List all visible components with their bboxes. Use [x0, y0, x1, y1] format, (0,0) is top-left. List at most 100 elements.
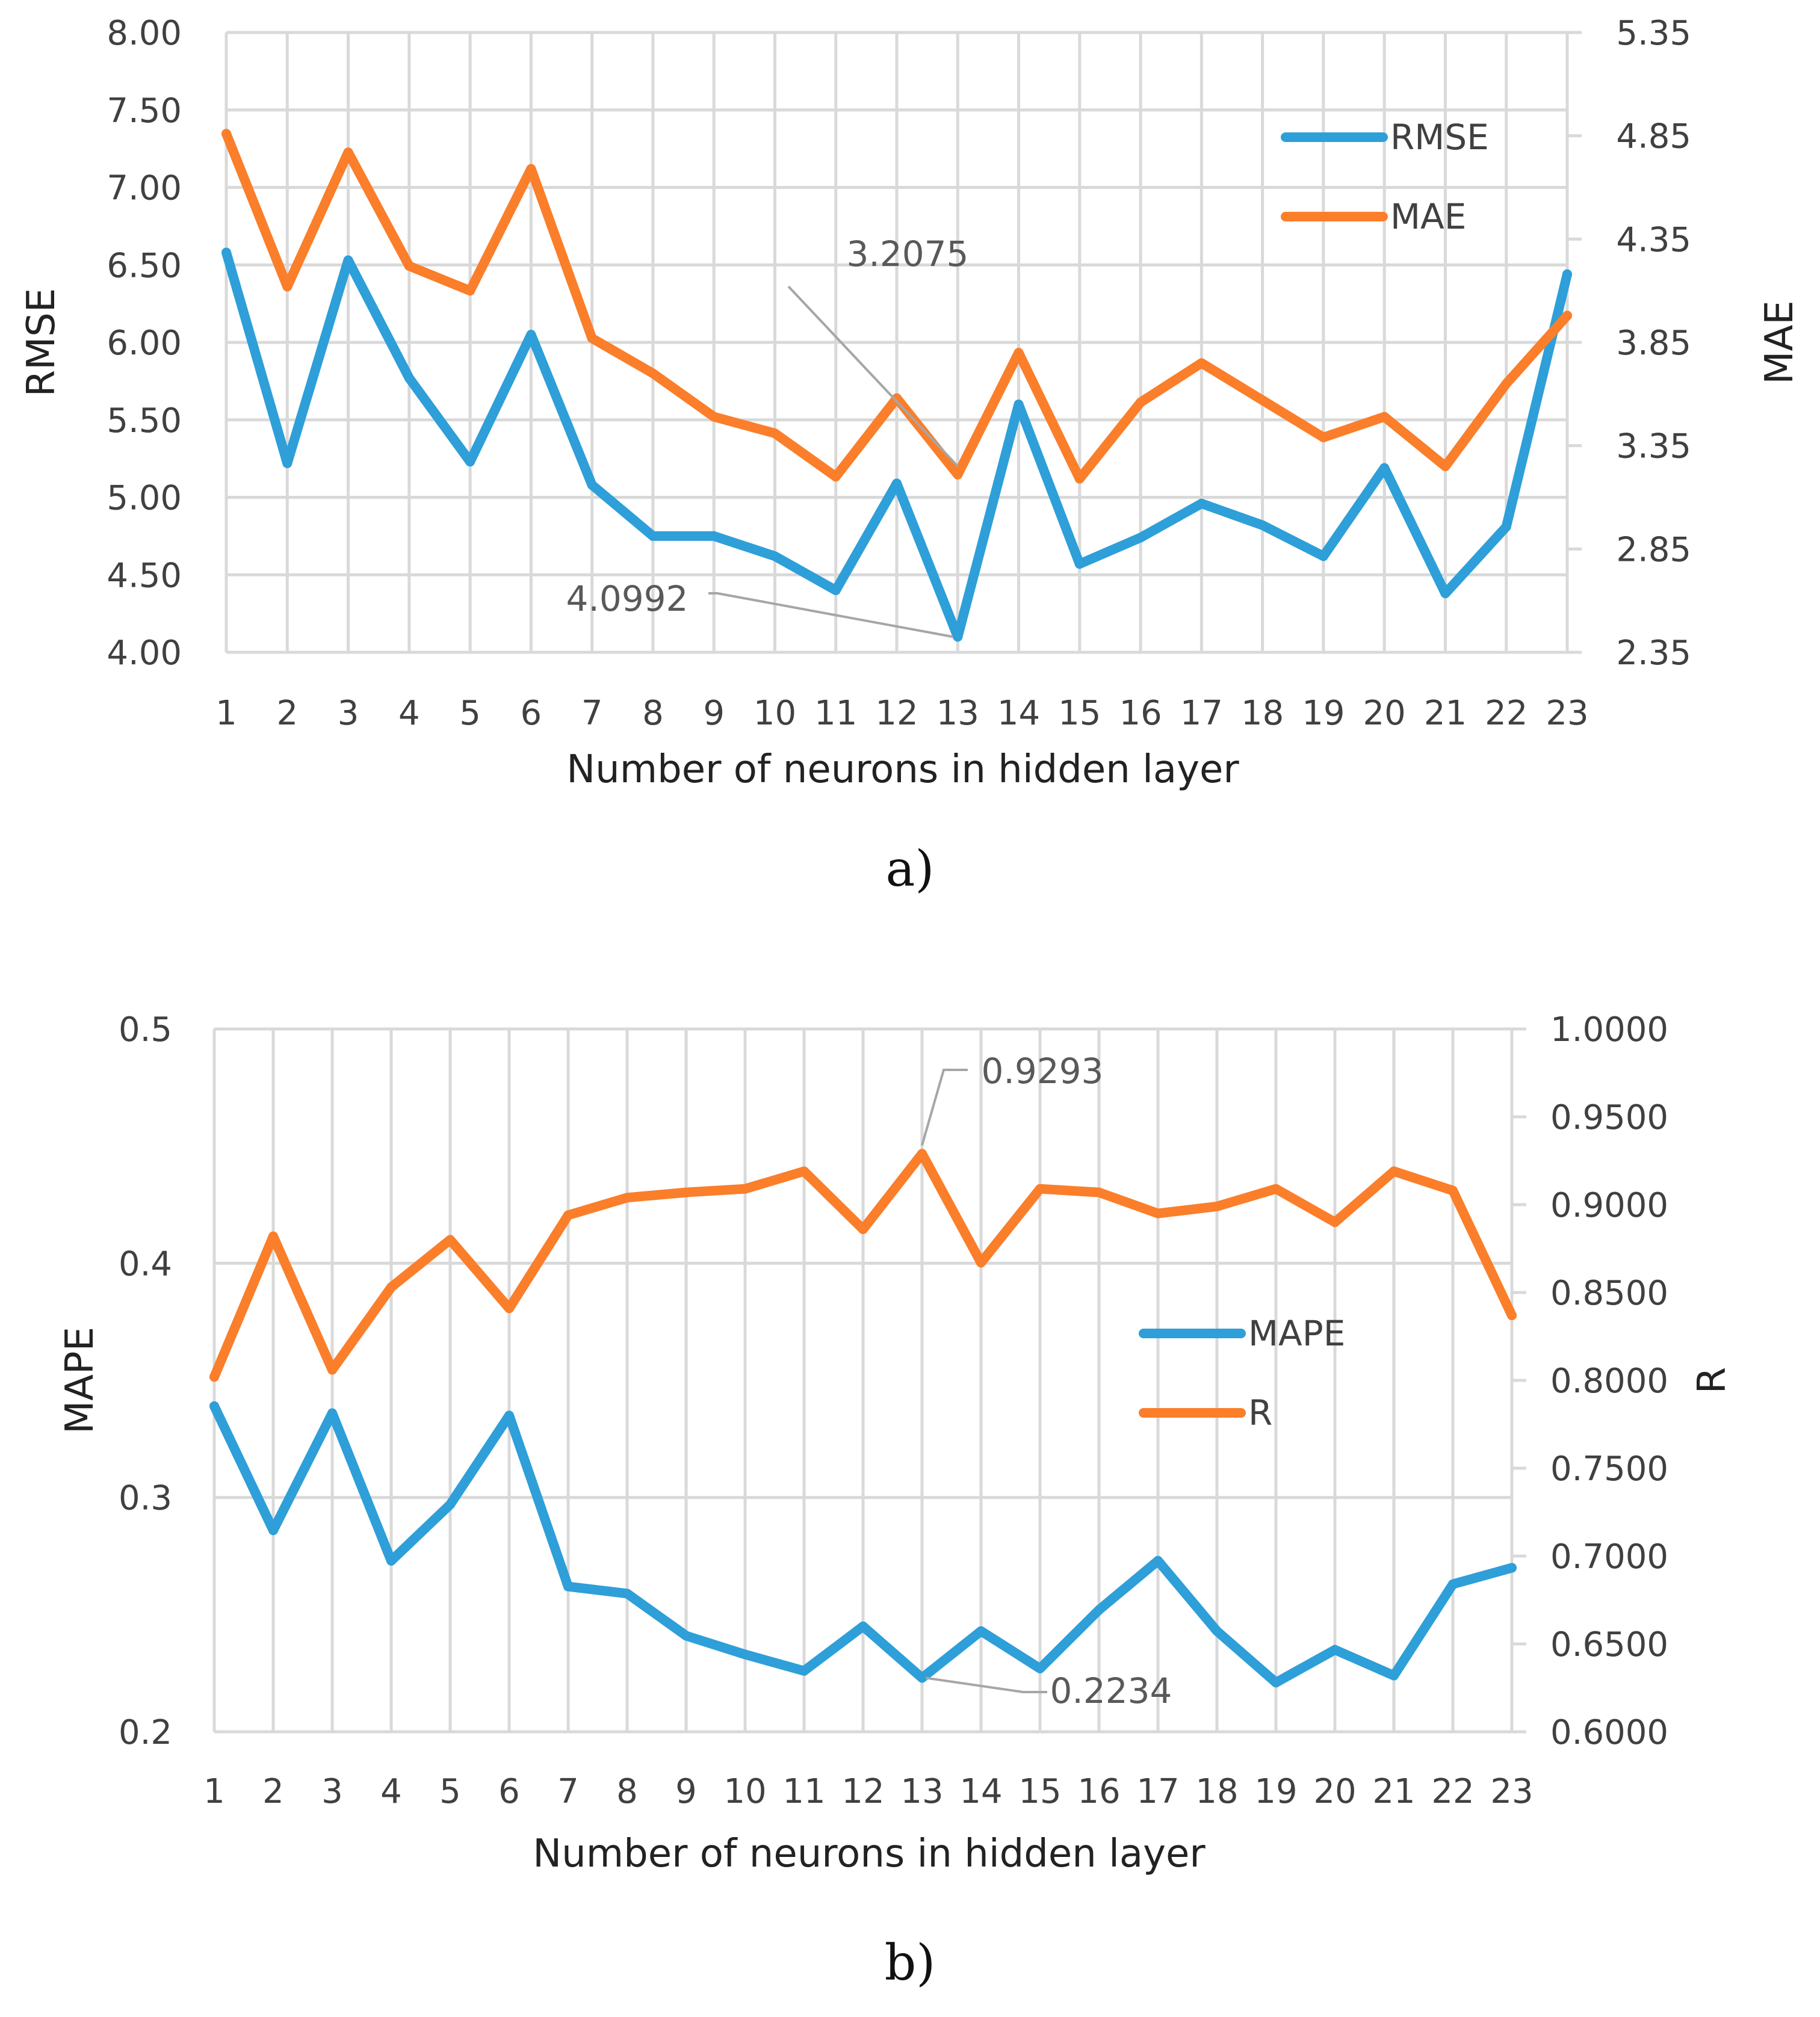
data-point-rmse — [1379, 463, 1390, 473]
x-tick-label: 8 — [642, 694, 664, 733]
y-tick-label: 4.50 — [107, 556, 182, 595]
data-point-rmse — [343, 255, 353, 265]
data-point-rmse — [1562, 269, 1572, 279]
data-point-mape — [504, 1410, 514, 1421]
x-tick-label: 2 — [276, 694, 298, 733]
y-tick-label: 4.00 — [107, 634, 182, 673]
y2-axis-title: MAE — [1757, 300, 1802, 384]
x-axis-title: Number of neurons in hidden layer — [566, 747, 1239, 792]
data-point-rmse — [648, 531, 658, 541]
data-point-rmse — [1440, 588, 1450, 599]
data-point-r — [976, 1258, 986, 1268]
annotation-leader-line — [921, 1069, 968, 1146]
data-point-mae — [770, 428, 780, 439]
data-point-mape — [1035, 1663, 1045, 1673]
chart-panel-b: 0.2 0.3 0.4 0.5 0.6000 0.6500 0.7000 0.7500 0.80… — [58, 1010, 1735, 1992]
data-point-mape — [799, 1666, 809, 1676]
y2-tick-label: 0.7500 — [1550, 1450, 1668, 1489]
y-tick-label: 7.00 — [107, 169, 182, 208]
data-point-mae — [1562, 310, 1572, 321]
x-tick-label: 17 — [1180, 694, 1223, 733]
data-point-rmse — [892, 478, 902, 489]
y2-axis-title: R — [1690, 1367, 1735, 1394]
data-point-mae — [1074, 474, 1085, 484]
x-tick-label: 19 — [1302, 694, 1345, 733]
y2-tick-label: 4.35 — [1616, 220, 1691, 259]
x-tick-label: 22 — [1431, 1772, 1474, 1811]
x-tick-label: 21 — [1424, 694, 1467, 733]
y-axis-title: MAPE — [58, 1327, 102, 1434]
x-tick-label: 23 — [1546, 694, 1588, 733]
data-point-mape — [917, 1673, 927, 1683]
x-tick-label: 13 — [900, 1772, 943, 1811]
data-point-mape — [563, 1581, 573, 1592]
horizontal-gridlines — [214, 1027, 1512, 1734]
data-point-mae — [953, 469, 963, 480]
y2-tick-label: 0.6500 — [1550, 1625, 1668, 1664]
data-point-mae — [1014, 348, 1024, 358]
data-point-mape — [1094, 1605, 1104, 1615]
x-tick-label: 5 — [439, 1772, 461, 1811]
data-point-mape — [976, 1626, 986, 1636]
x-tick-label: 20 — [1363, 694, 1406, 733]
data-point-rmse — [221, 247, 231, 258]
y2-tick-label: 0.8000 — [1550, 1362, 1668, 1401]
legend-item-r: R — [1139, 1392, 1272, 1433]
annotations: 0.9293 0.2234 — [921, 1051, 1172, 1711]
data-point-r — [1035, 1184, 1045, 1194]
x-tick-label: 4 — [398, 694, 420, 733]
chart-panel-a: 4.00 4.50 5.00 5.50 6.00 6.50 7.00 7.50 8.00 2.35… — [19, 14, 1802, 898]
x-tick-label: 1 — [203, 1772, 225, 1811]
data-point-mape — [858, 1621, 868, 1631]
x-tick-label: 6 — [498, 1772, 520, 1811]
data-point-mape — [1153, 1555, 1163, 1566]
x-tick-label: 3 — [338, 694, 359, 733]
x-tick-label: 20 — [1313, 1772, 1356, 1811]
annotations: 3.2075 4.0992 — [566, 233, 968, 638]
x-tick-label: 14 — [959, 1772, 1002, 1811]
data-point-mape — [268, 1525, 278, 1536]
data-point-mape — [327, 1408, 337, 1418]
x-tick-label: 3 — [321, 1772, 343, 1811]
data-point-mae — [648, 368, 658, 378]
x-tick-label: 17 — [1136, 1772, 1179, 1811]
data-point-mape — [386, 1555, 396, 1566]
x-tick-label: 12 — [841, 1772, 884, 1811]
x-tick-label: 14 — [997, 694, 1040, 733]
data-point-r — [917, 1149, 927, 1159]
data-point-r — [681, 1187, 691, 1197]
data-point-mae — [221, 129, 231, 139]
horizontal-gridlines — [226, 31, 1567, 654]
data-point-r — [209, 1372, 219, 1382]
y2-tick-label: 0.9000 — [1550, 1186, 1668, 1225]
x-tick-label: 9 — [675, 1772, 697, 1811]
data-point-r — [445, 1235, 455, 1245]
right-axis-ticks: 0.6000 0.6500 0.7000 0.7500 0.8000 0.8500 0.90… — [1512, 1010, 1668, 1752]
data-point-mae — [587, 333, 597, 344]
x-tick-label: 7 — [581, 694, 603, 733]
x-tick-label: 6 — [521, 694, 542, 733]
right-axis-ticks: 2.35 2.85 3.35 3.85 4.35 4.85 5.35 — [1567, 14, 1691, 673]
data-point-mae — [709, 412, 719, 422]
x-tick-label: 11 — [814, 694, 857, 733]
data-point-mae — [404, 261, 414, 271]
data-point-mape — [622, 1589, 632, 1599]
x-tick-label: 18 — [1241, 694, 1284, 733]
data-point-r — [1389, 1166, 1399, 1176]
y-tick-label: 7.50 — [107, 91, 182, 131]
data-point-r — [1212, 1201, 1222, 1211]
series-mape — [209, 1401, 1517, 1688]
x-tick-label: 15 — [1018, 1772, 1061, 1811]
data-point-r — [858, 1224, 868, 1234]
x-tick-label: 9 — [703, 694, 725, 733]
data-point-rmse — [1501, 522, 1511, 532]
y-tick-label: 0.5 — [119, 1010, 172, 1049]
data-point-r — [563, 1210, 573, 1220]
data-point-rmse — [1014, 400, 1024, 409]
x-tick-label: 8 — [616, 1772, 638, 1811]
data-point-mae — [282, 282, 292, 292]
y-tick-label: 5.50 — [107, 401, 182, 440]
data-point-r — [1330, 1217, 1340, 1228]
data-point-mae — [1136, 397, 1146, 407]
data-point-r — [799, 1166, 809, 1176]
